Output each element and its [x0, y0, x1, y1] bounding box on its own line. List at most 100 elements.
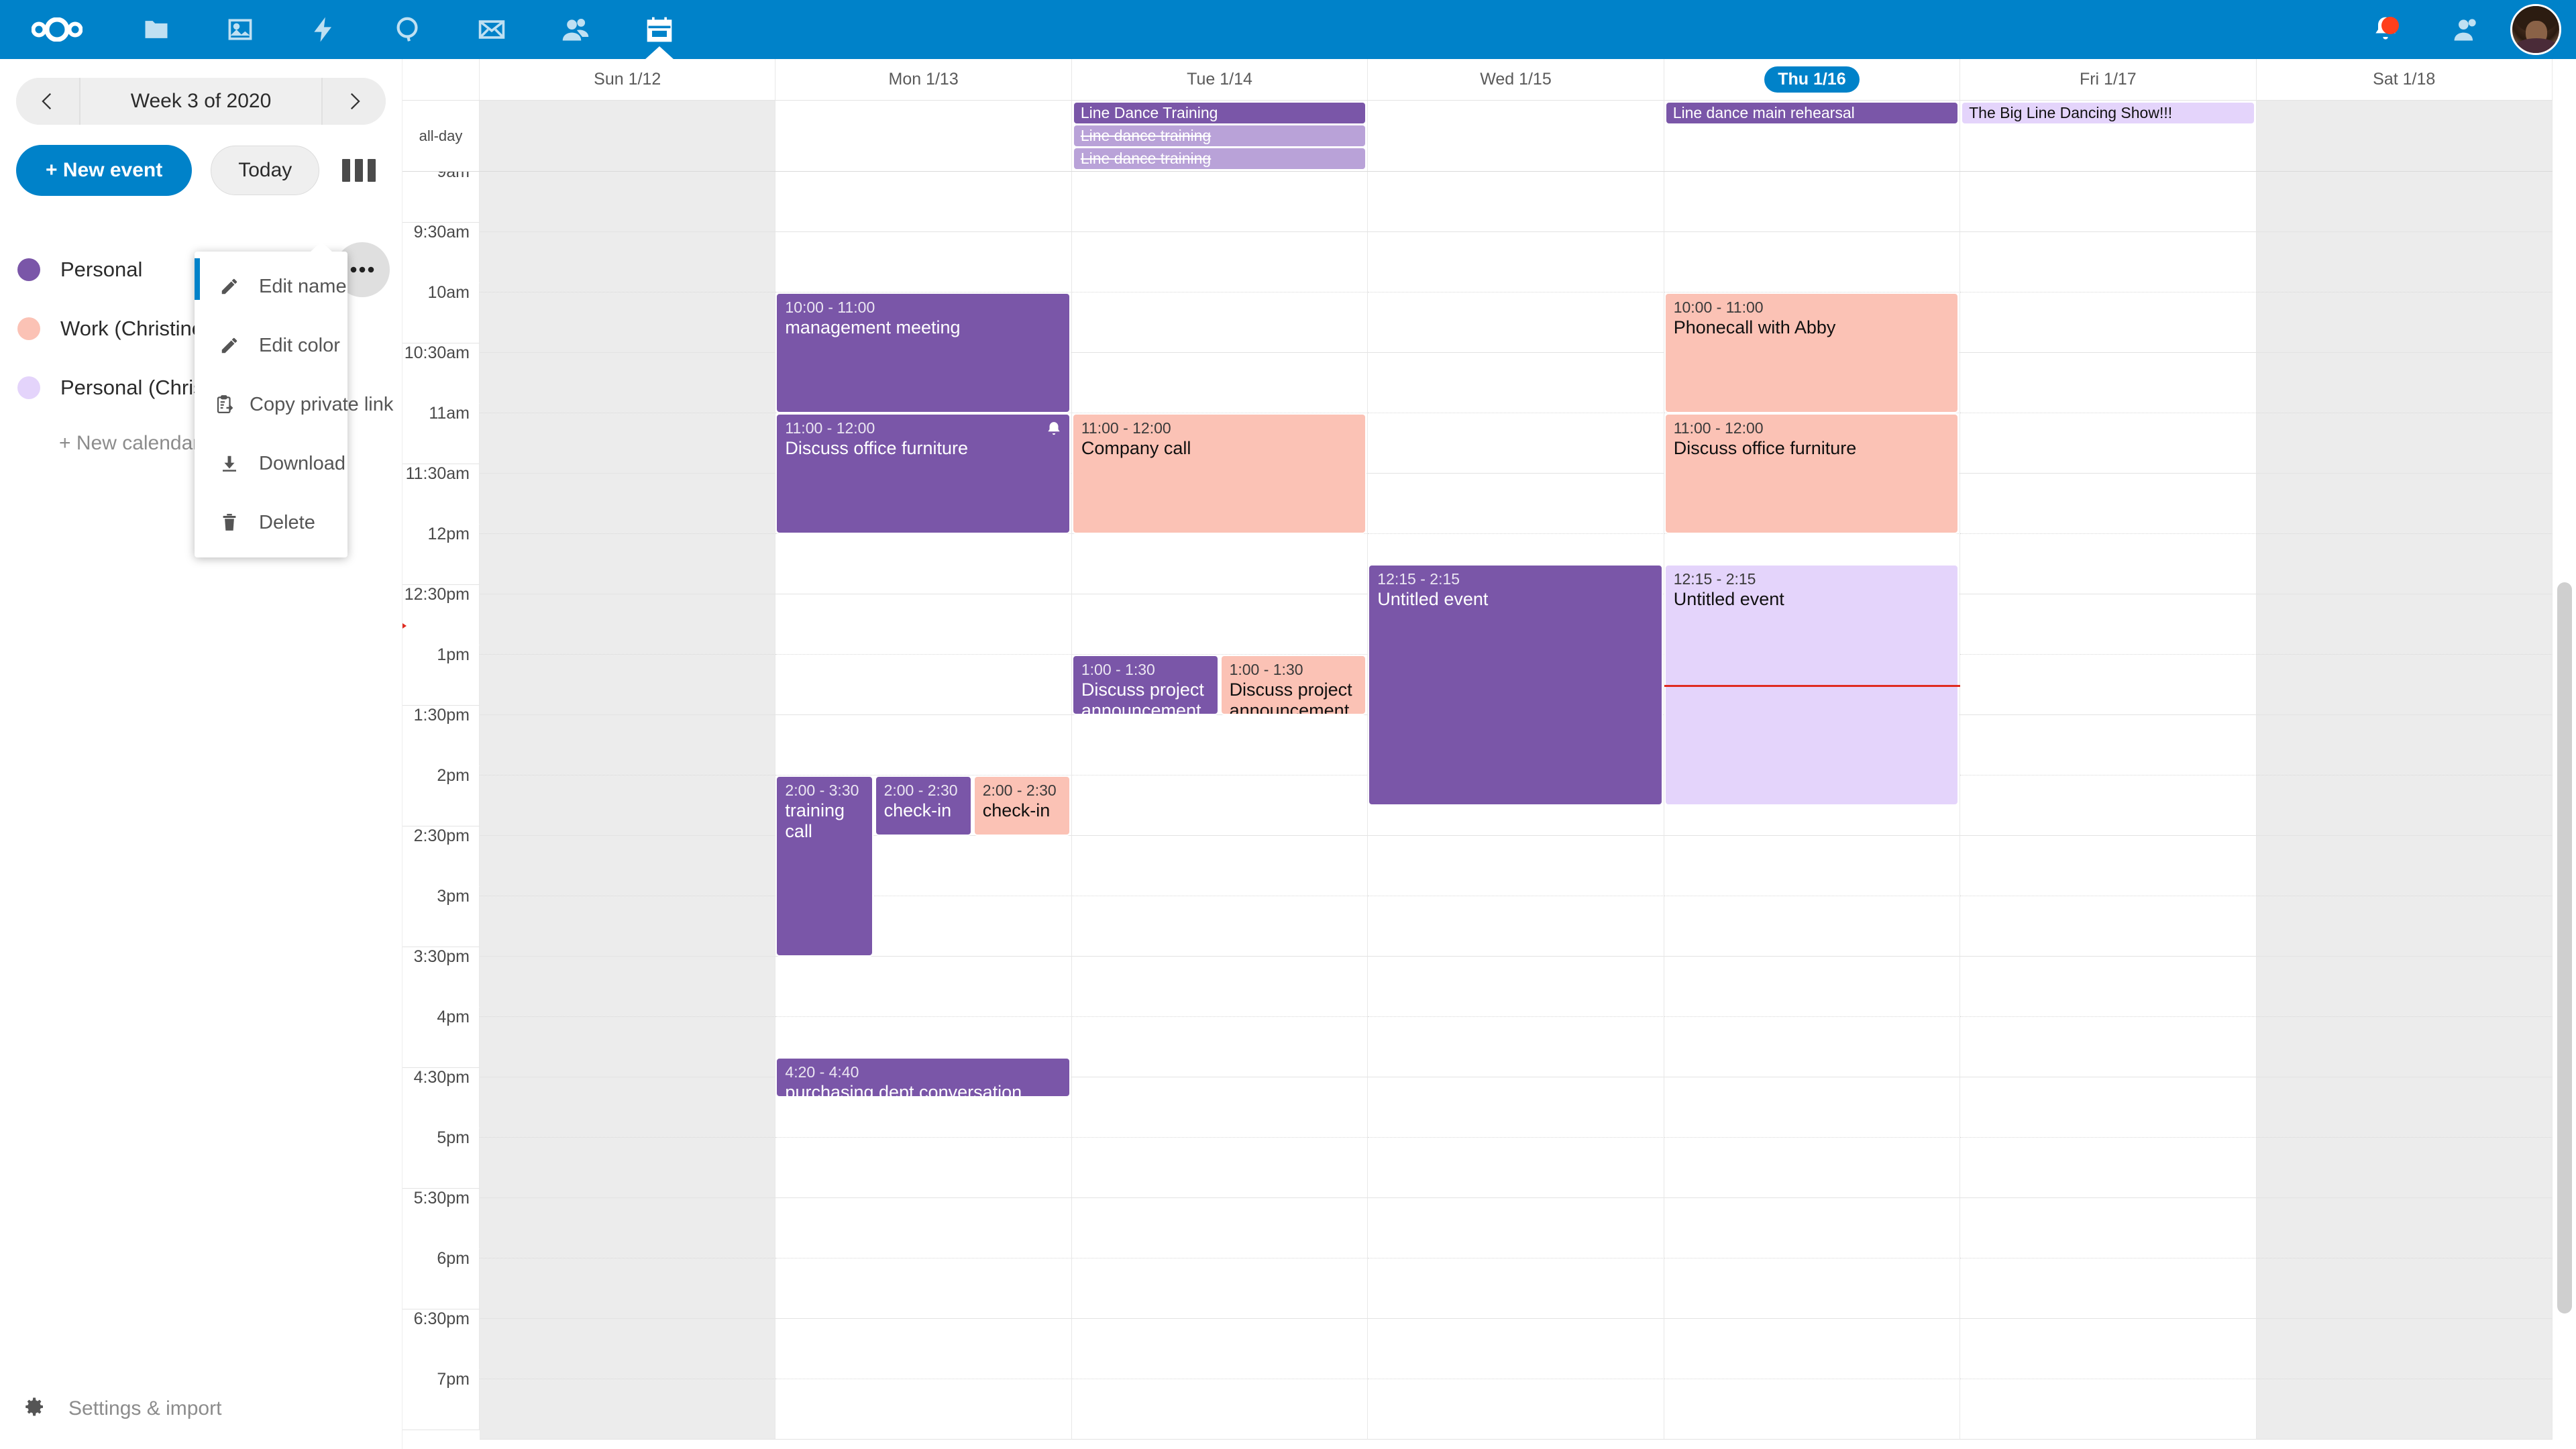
- today-button[interactable]: Today: [211, 146, 320, 195]
- prev-week-button[interactable]: [16, 78, 79, 125]
- time-slot-cell[interactable]: [480, 836, 776, 896]
- time-slot-cell[interactable]: [1664, 1319, 1961, 1379]
- time-slot-cell[interactable]: [480, 292, 776, 353]
- notifications-button[interactable]: [2345, 0, 2426, 59]
- time-slot-cell[interactable]: [2256, 1198, 2553, 1258]
- menu-item-edit-color[interactable]: Edit color: [195, 316, 347, 375]
- time-slot-cell[interactable]: [1664, 1198, 1961, 1258]
- day-header-0[interactable]: Sun 1/12: [480, 59, 776, 100]
- time-slot-cell[interactable]: [480, 413, 776, 474]
- time-slot-cell[interactable]: [1368, 836, 1664, 896]
- time-slot-cell[interactable]: [1960, 1258, 2257, 1319]
- calendar-event[interactable]: 1:00 - 1:30 Discuss project announcement: [1071, 655, 1219, 715]
- time-slot-cell[interactable]: [1071, 836, 1368, 896]
- time-slot-cell[interactable]: [775, 1258, 1072, 1319]
- day-header-2[interactable]: Tue 1/14: [1072, 59, 1368, 100]
- time-slot-cell[interactable]: [775, 896, 1072, 957]
- time-slot-cell[interactable]: [1071, 292, 1368, 353]
- time-slot-cell[interactable]: [1960, 836, 2257, 896]
- time-slot-cell[interactable]: [2256, 836, 2553, 896]
- time-slot-cell[interactable]: [2256, 232, 2553, 292]
- calendar-event[interactable]: 1:00 - 1:30 Discuss project announcement: [1220, 655, 1367, 715]
- time-slot-cell[interactable]: [2256, 1379, 2553, 1440]
- time-slot-cell[interactable]: [1960, 1017, 2257, 1077]
- time-slot-cell[interactable]: [2256, 474, 2553, 534]
- time-slot-cell[interactable]: [2256, 594, 2553, 655]
- all-day-column-0[interactable]: [480, 101, 776, 171]
- time-slot-cell[interactable]: [775, 1077, 1072, 1138]
- time-slot-cell[interactable]: [2256, 1138, 2553, 1198]
- menu-item-edit-name[interactable]: Edit name: [195, 257, 347, 316]
- time-slot-cell[interactable]: [1960, 1138, 2257, 1198]
- time-slot-cell[interactable]: [1368, 474, 1664, 534]
- time-slot-cell[interactable]: [775, 836, 1072, 896]
- vertical-scrollbar[interactable]: [2557, 582, 2572, 1313]
- calendar-event[interactable]: 11:00 - 12:00 Discuss office furniture: [775, 413, 1071, 534]
- nav-contacts[interactable]: [533, 0, 617, 59]
- calendar-event[interactable]: 2:00 - 2:30 check-in: [973, 775, 1071, 836]
- time-slot-cell[interactable]: [1664, 1379, 1961, 1440]
- all-day-column-4[interactable]: Line dance main rehearsal: [1664, 101, 1961, 171]
- time-slot-cell[interactable]: [1071, 655, 1368, 715]
- time-slot-cell[interactable]: [775, 172, 1072, 232]
- calendar-event[interactable]: 4:20 - 4:40 purchasing dept conversation: [775, 1057, 1071, 1098]
- nextcloud-logo[interactable]: [0, 0, 114, 59]
- time-slot-cell[interactable]: [1368, 172, 1664, 232]
- time-slot-cell[interactable]: [480, 172, 776, 232]
- time-slot-cell[interactable]: [1071, 1198, 1368, 1258]
- time-slot-cell[interactable]: [775, 1379, 1072, 1440]
- time-slot-cell[interactable]: [480, 1077, 776, 1138]
- time-slot-cell[interactable]: [480, 655, 776, 715]
- time-slot-cell[interactable]: [1071, 1138, 1368, 1198]
- time-slot-cell[interactable]: [1368, 1017, 1664, 1077]
- time-slot-cell[interactable]: [1664, 775, 1961, 836]
- day-header-6[interactable]: Sat 1/18: [2257, 59, 2553, 100]
- time-slot-cell[interactable]: [1368, 1138, 1664, 1198]
- time-slot-cell[interactable]: [480, 534, 776, 594]
- time-slot-cell[interactable]: [1664, 1077, 1961, 1138]
- time-slot-cell[interactable]: [2256, 413, 2553, 474]
- time-slot-cell[interactable]: [1960, 292, 2257, 353]
- time-slot-cell[interactable]: [2256, 896, 2553, 957]
- time-slot-cell[interactable]: [1664, 172, 1961, 232]
- time-slot-cell[interactable]: [1960, 353, 2257, 413]
- time-slot-cell[interactable]: [1960, 232, 2257, 292]
- time-slot-cell[interactable]: [2256, 957, 2553, 1017]
- time-slot-cell[interactable]: [1368, 292, 1664, 353]
- time-slot-cell[interactable]: [1960, 655, 2257, 715]
- new-event-button[interactable]: + New event: [16, 145, 193, 196]
- time-slot-cell[interactable]: [2256, 655, 2553, 715]
- contacts-menu-button[interactable]: [2426, 0, 2506, 59]
- time-slot-cell[interactable]: [480, 775, 776, 836]
- time-slot-cell[interactable]: [1960, 413, 2257, 474]
- time-slot-cell[interactable]: [1071, 896, 1368, 957]
- time-slot-cell[interactable]: [2256, 1017, 2553, 1077]
- time-slot-cell[interactable]: [1071, 715, 1368, 775]
- time-slot-cell[interactable]: [775, 655, 1072, 715]
- time-slot-cell[interactable]: [775, 232, 1072, 292]
- time-slot-cell[interactable]: [480, 1379, 776, 1440]
- new-calendar-button[interactable]: + New calendar: [59, 432, 200, 454]
- time-slot-cell[interactable]: [1960, 896, 2257, 957]
- nav-files[interactable]: [114, 0, 198, 59]
- time-slot-cell[interactable]: [1664, 1258, 1961, 1319]
- day-header-5[interactable]: Fri 1/17: [1960, 59, 2257, 100]
- calendar-event[interactable]: 2:00 - 3:30 training call: [775, 775, 873, 957]
- time-slot-cell[interactable]: [2256, 534, 2553, 594]
- time-slot-cell[interactable]: [480, 957, 776, 1017]
- menu-item-copy-private-link[interactable]: Copy private link: [195, 375, 393, 434]
- time-slot-cell[interactable]: [1368, 957, 1664, 1017]
- nav-photos[interactable]: [198, 0, 282, 59]
- time-slot-cell[interactable]: [775, 1319, 1072, 1379]
- time-slot-cell[interactable]: [1368, 1077, 1664, 1138]
- time-slot-cell[interactable]: [1960, 1379, 2257, 1440]
- time-slot-cell[interactable]: [1071, 232, 1368, 292]
- time-slot-cell[interactable]: [480, 232, 776, 292]
- day-header-1[interactable]: Mon 1/13: [775, 59, 1072, 100]
- time-slot-cell[interactable]: [480, 353, 776, 413]
- time-slot-cell[interactable]: [480, 1198, 776, 1258]
- all-day-column-2[interactable]: Line Dance Training Line dance training Li…: [1072, 101, 1368, 171]
- calendar-event[interactable]: 2:00 - 2:30 check-in: [874, 775, 972, 836]
- time-slot-cell[interactable]: [775, 957, 1072, 1017]
- nav-activity[interactable]: [282, 0, 366, 59]
